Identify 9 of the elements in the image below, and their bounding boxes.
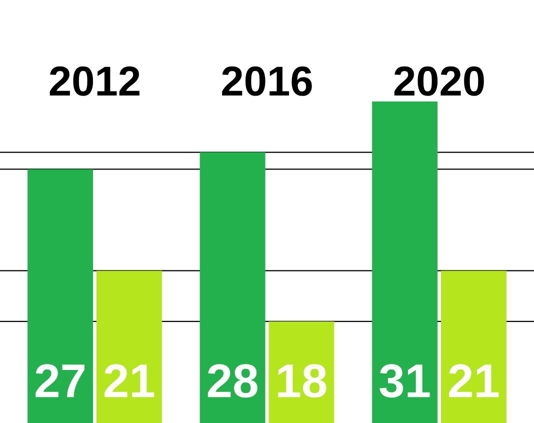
x-tick-label: 2016 bbox=[222, 66, 312, 96]
data-label: 21 bbox=[104, 364, 154, 398]
x-tick-label: 2012 bbox=[50, 66, 140, 96]
data-label: 27 bbox=[36, 364, 84, 398]
data-label: 28 bbox=[208, 364, 258, 398]
x-tick-label: 2020 bbox=[394, 66, 484, 96]
data-label: 31 bbox=[380, 364, 430, 398]
data-label: 21 bbox=[449, 364, 499, 398]
data-label: 18 bbox=[278, 364, 326, 398]
